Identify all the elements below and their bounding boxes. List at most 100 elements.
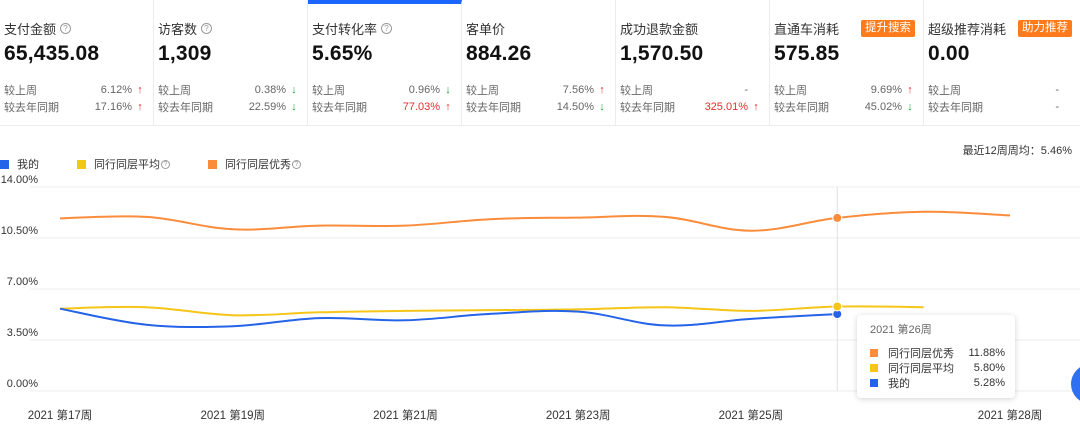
metric-value: 0.00 (928, 42, 970, 65)
comparison-percent: 9.69% (870, 84, 902, 96)
comparison-percent: - (744, 84, 748, 96)
series-line-mine (59, 307, 838, 329)
chart-legend: 我的 同行同层平均 ? 同行同层优秀 ? (0, 157, 339, 171)
metric-card[interactable]: 客单价 884.26 较上周 7.56% ↑ 较去年同期 14.50% ↓ (462, 0, 616, 126)
comparison-percent: 7.56% (562, 84, 594, 96)
comparison-row: 较去年同期 45.02% ↓ (774, 99, 915, 115)
comparison-percent: - (1055, 84, 1059, 96)
comparison-row: 较去年同期 17.16% ↑ (4, 99, 145, 115)
metric-label: 支付转化率 (312, 21, 378, 37)
arrow-up-icon: ↑ (599, 84, 605, 96)
comparison-label: 较上周 (928, 85, 961, 97)
comparison-percent: 0.96% (408, 84, 440, 96)
help-icon[interactable]: ? (201, 22, 213, 34)
metric-label: 成功退款金额 (620, 21, 699, 37)
series-line-peer-average (59, 305, 924, 317)
metric-label: 客单价 (466, 21, 506, 37)
comparison-percent: 17.16% (94, 101, 132, 113)
comparison-label: 较去年同期 (774, 102, 829, 114)
metric-header: 超级推荐消耗 助力推荐 (928, 18, 1072, 38)
no-change-icon: · (1062, 84, 1072, 96)
x-tick-label: 2021 第28周 (978, 408, 1043, 422)
legend-swatch-mine (0, 159, 9, 169)
metric-label: 支付金额 (4, 21, 57, 37)
comparison-row: 较去年同期 22.59% ↓ (158, 99, 299, 115)
comparison-label: 较去年同期 (158, 102, 213, 114)
legend-item-peer-average[interactable]: 同行同层平均 ? (77, 156, 170, 172)
comparison-percent: 14.50% (556, 101, 594, 113)
comparison-percent: 45.02% (864, 101, 902, 113)
y-tick-label: 7.00% (7, 276, 38, 288)
comparison-percent: 22.59% (248, 101, 286, 113)
metric-header: 支付转化率? (312, 18, 453, 38)
arrow-down-icon: ↓ (599, 101, 605, 113)
y-tick-label: 10.50% (1, 225, 39, 237)
comparison-percent: 6.12% (100, 84, 132, 96)
highlight-point (832, 212, 843, 223)
no-change-icon: · (1062, 101, 1072, 113)
comparison-row: 较去年同期 14.50% ↓ (466, 99, 607, 115)
help-icon[interactable]: ? (60, 22, 72, 34)
comparison-percent: 0.38% (254, 84, 286, 96)
metric-card[interactable]: 成功退款金额 1,570.50 较上周 -· 较去年同期 325.01% ↑ (616, 0, 770, 126)
floating-action-button[interactable] (1071, 364, 1080, 404)
help-icon[interactable]: ? (381, 22, 393, 34)
help-icon[interactable]: ? (292, 159, 301, 169)
arrow-down-icon: ↓ (445, 84, 451, 96)
tooltip-series-value: 11.88% (968, 346, 1006, 359)
metric-header: 支付金额? (4, 18, 145, 38)
highlight-point (832, 301, 843, 312)
arrow-up-icon: ↑ (137, 101, 143, 113)
metric-card[interactable]: 访客数? 1,309 较上周 0.38% ↓ 较去年同期 22.59% ↓ (154, 0, 308, 126)
y-tick-label: 3.50% (7, 327, 38, 339)
comparison-label: 较上周 (4, 85, 37, 97)
tooltip-swatch (870, 378, 878, 387)
metric-value: 884.26 (466, 42, 532, 65)
metric-card[interactable]: 直通车消耗 提升搜索 575.85 较上周 9.69% ↑ 较去年同期 45.02% ↓ (770, 0, 924, 126)
comparison-label: 较上周 (312, 85, 345, 97)
metric-cards: 支付金额? 65,435.08 较上周 6.12% ↑ 较去年同期 17.16% ↑ 访客数? 1… (0, 0, 1080, 126)
arrow-down-icon: ↓ (907, 101, 913, 113)
comparison-label: 较上周 (620, 85, 653, 97)
comparison-label: 较去年同期 (4, 102, 59, 114)
comparison-row: 较上周 0.38% ↓ (158, 82, 299, 98)
comparison-row: 较去年同期 325.01% ↑ (620, 99, 761, 115)
arrow-up-icon: ↑ (445, 101, 451, 113)
metric-label: 超级推荐消耗 (928, 21, 1007, 37)
legend-label-mine: 我的 (17, 159, 39, 171)
comparison-label: 较上周 (158, 85, 191, 97)
promo-badge[interactable]: 提升搜索 (861, 19, 915, 37)
metric-value: 65,435.08 (4, 42, 100, 65)
legend-item-peer-excellent[interactable]: 同行同层优秀 ? (208, 156, 301, 172)
comparison-label: 较去年同期 (928, 102, 983, 114)
chart-tooltip: 2021 第26周 同行同层优秀 11.88% 同行同层平均 5.80% 我的 … (857, 315, 1015, 398)
comparison-label: 较上周 (466, 85, 499, 97)
metric-card[interactable]: 支付转化率? 5.65% 较上周 0.96% ↓ 较去年同期 77.03% ↑ (308, 0, 462, 126)
metric-header: 访客数? (158, 18, 299, 38)
promo-badge[interactable]: 助力推荐 (1018, 19, 1072, 37)
x-tick-label: 2021 第17周 (28, 408, 93, 422)
metric-label: 访客数 (158, 21, 198, 37)
tooltip-swatch (870, 363, 878, 372)
metric-value: 1,309 (158, 42, 212, 65)
series-line-peer-excellent (59, 210, 1011, 232)
legend-swatch-peer-excellent (208, 159, 217, 169)
metric-value: 575.85 (774, 42, 840, 65)
comparison-row: 较上周 -· (620, 82, 761, 98)
comparison-row: 较上周 7.56% ↑ (466, 82, 607, 98)
x-tick-label: 2021 第21周 (373, 408, 438, 422)
metric-card[interactable]: 支付金额? 65,435.08 较上周 6.12% ↑ 较去年同期 17.16% ↑ (0, 0, 154, 126)
help-icon[interactable]: ? (161, 159, 170, 169)
arrow-down-icon: ↓ (291, 84, 297, 96)
tooltip-series-name: 同行同层优秀 (888, 347, 954, 360)
legend-swatch-peer-average (77, 159, 86, 169)
metric-value: 1,570.50 (620, 42, 704, 65)
arrow-up-icon: ↑ (753, 101, 759, 113)
x-tick-label: 2021 第23周 (546, 408, 611, 422)
comparison-label: 较上周 (774, 85, 807, 97)
tooltip-series-value: 5.80% (973, 361, 1005, 374)
legend-item-mine[interactable]: 我的 (0, 156, 39, 172)
arrow-up-icon: ↑ (137, 84, 143, 96)
metric-header: 成功退款金额 (620, 18, 761, 38)
